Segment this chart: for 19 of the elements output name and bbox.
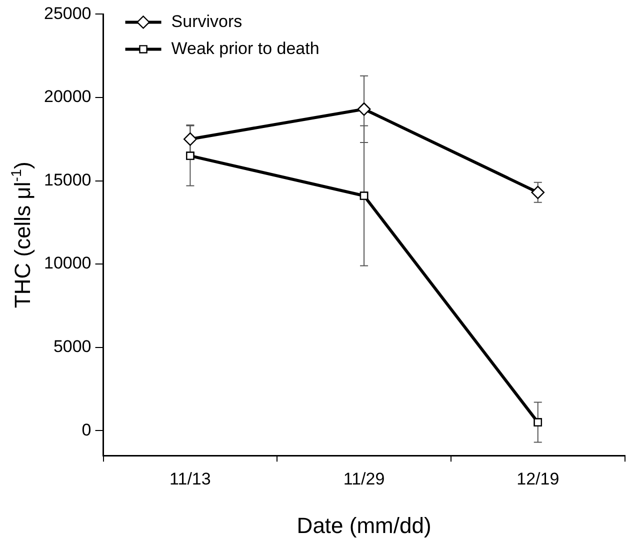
y-tick-label: 15000 (44, 170, 92, 190)
legend-label: Weak prior to death (171, 38, 320, 58)
x-tick-label: 11/13 (170, 469, 211, 488)
x-axis-title: Date (mm/dd) (296, 513, 432, 538)
y-tick-label: 10000 (44, 254, 92, 273)
point (360, 192, 368, 200)
y-tick-label: 20000 (44, 87, 92, 106)
y-tick-label: 25000 (44, 4, 92, 23)
y-axis-title: THC (cells μl-1) (9, 162, 35, 308)
legend-label: Survivors (171, 12, 242, 31)
y-tick-label: 5000 (53, 337, 92, 356)
point (186, 152, 194, 160)
x-tick-label: 12/19 (516, 469, 560, 488)
point (357, 102, 371, 116)
x-tick-label: 11/29 (343, 469, 385, 488)
point (184, 132, 197, 146)
point (534, 418, 542, 426)
y-tick-label: 0 (82, 420, 92, 440)
point (531, 186, 544, 200)
